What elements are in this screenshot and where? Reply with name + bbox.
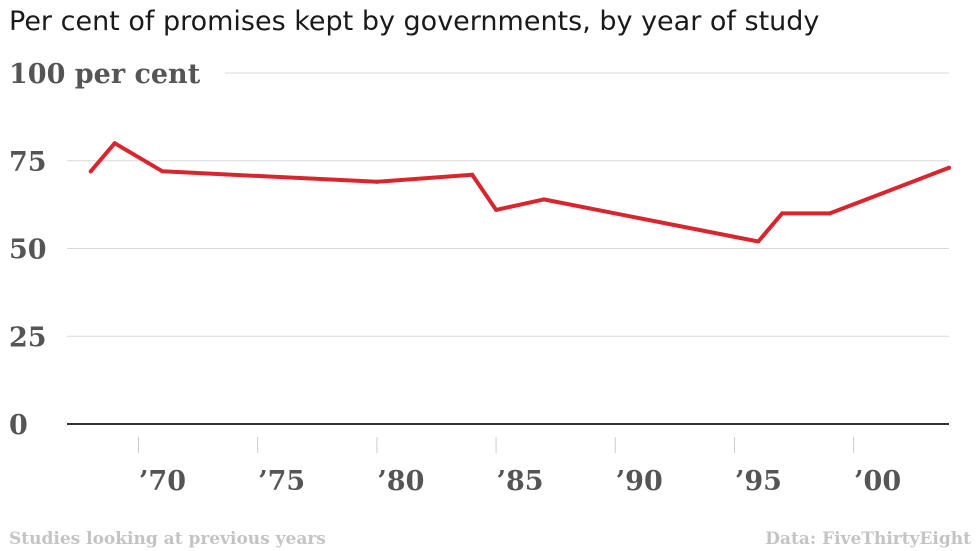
- series-layer: [88, 141, 951, 244]
- x-tick-label: ’85: [497, 466, 544, 497]
- x-tick-label: ’70: [139, 466, 186, 497]
- gridlines: [67, 72, 949, 425]
- x-tick-label: ’00: [854, 466, 901, 497]
- y-tick-label: 100 per cent: [9, 59, 201, 90]
- data-point: [470, 172, 475, 177]
- series-line: [88, 141, 951, 244]
- x-tick-label: ’80: [377, 466, 424, 497]
- y-tick-label: 0: [9, 410, 28, 441]
- data-point: [947, 165, 951, 170]
- data-point: [756, 239, 761, 244]
- data-point: [112, 141, 117, 146]
- x-tick-label: ’90: [616, 466, 663, 497]
- footer-note: Studies looking at previous years: [9, 529, 326, 549]
- x-tick-label: ’95: [735, 466, 782, 497]
- chart-title: Per cent of promises kept by governments…: [9, 6, 820, 37]
- data-point: [541, 197, 546, 202]
- data-point: [494, 207, 499, 212]
- data-point: [780, 211, 785, 216]
- data-point: [88, 169, 93, 174]
- data-point: [827, 211, 832, 216]
- x-axis: ’70 ’75 ’80 ’85 ’90 ’95 ’00: [138, 437, 901, 497]
- x-tick-label: ’75: [258, 466, 305, 497]
- data-point: [374, 179, 379, 184]
- y-tick-label: 50: [9, 235, 47, 266]
- data-source: Data: FiveThirtyEight: [765, 529, 971, 549]
- y-tick-label: 75: [9, 147, 47, 178]
- y-tick-label: 25: [9, 322, 47, 353]
- y-axis-ticks: 100 per cent 75 50 25 0: [9, 59, 201, 441]
- data-point: [160, 169, 165, 174]
